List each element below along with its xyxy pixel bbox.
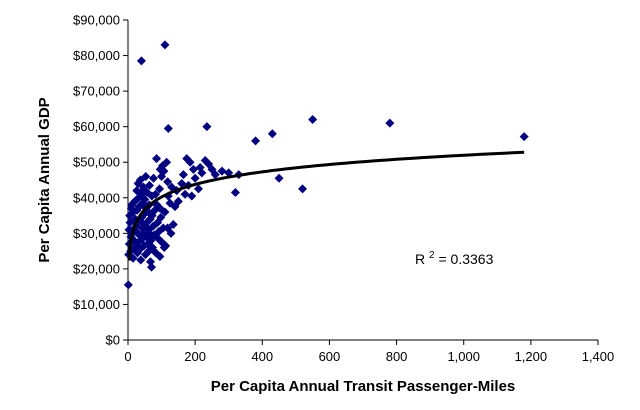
- data-point: [147, 262, 156, 272]
- y-tick-label: $50,000: [73, 155, 120, 170]
- data-point: [202, 122, 212, 132]
- data-point: [173, 196, 183, 206]
- data-point: [162, 157, 172, 167]
- data-point: [197, 168, 207, 178]
- data-point: [224, 168, 234, 178]
- x-tick-label: 400: [251, 349, 273, 364]
- data-point: [159, 243, 169, 253]
- x-axis-title: Per Capita Annual Transit Passenger-Mile…: [211, 378, 516, 395]
- x-tick-label: 200: [184, 349, 206, 364]
- data-point: [180, 189, 190, 199]
- data-point: [136, 255, 146, 265]
- data-point: [156, 212, 166, 222]
- data-point: [185, 157, 195, 167]
- x-tick-label: 1,200: [515, 349, 548, 364]
- trendline: [127, 150, 525, 261]
- y-tick-label: $60,000: [73, 119, 120, 134]
- data-point: [136, 56, 146, 66]
- data-point: [188, 164, 198, 174]
- x-axis-ticks: 0 200 400 600 800 1,000 1,200 1,400: [124, 340, 614, 364]
- data-point: [230, 187, 240, 197]
- data-point: [155, 184, 165, 194]
- data-point: [210, 170, 220, 180]
- y-tick-label: $70,000: [73, 84, 120, 99]
- data-point: [190, 173, 200, 183]
- plot-area: $0 $10,000 $20,000 $30,000 $40,000 $50,000 $60…: [73, 13, 614, 365]
- data-point: [267, 129, 277, 139]
- y-tick-label: $30,000: [73, 226, 120, 241]
- x-tick-label: 1,400: [582, 349, 615, 364]
- data-point: [155, 251, 165, 261]
- r-squared-value: = 0.3363: [438, 251, 493, 267]
- data-point: [138, 186, 148, 196]
- data-point: [385, 118, 395, 128]
- data-point: [168, 219, 178, 229]
- x-tick-label: 800: [386, 349, 408, 364]
- data-point: [152, 154, 162, 164]
- data-points: [123, 40, 529, 290]
- y-tick-label: $90,000: [73, 13, 120, 28]
- y-tick-label: $0: [106, 333, 120, 348]
- data-point: [298, 184, 308, 194]
- y-tick-label: $80,000: [73, 48, 120, 63]
- r-squared-annotation: R 2 = 0.3363: [415, 245, 494, 267]
- data-point: [163, 123, 173, 133]
- data-point: [187, 191, 197, 201]
- data-point: [519, 132, 529, 142]
- data-point: [140, 195, 150, 205]
- data-point: [178, 170, 188, 180]
- r-squared-superscript: 2: [429, 250, 435, 261]
- x-tick-label: 600: [319, 349, 341, 364]
- data-point: [155, 164, 165, 174]
- data-point: [160, 207, 170, 217]
- y-tick-label: $20,000: [73, 261, 120, 276]
- data-point: [177, 179, 187, 189]
- data-point: [163, 177, 173, 187]
- data-point: [160, 40, 170, 50]
- r-squared-label: R: [415, 251, 425, 267]
- data-point: [141, 171, 151, 181]
- data-point: [151, 189, 161, 199]
- y-axis-ticks: $0 $10,000 $20,000 $30,000 $40,000 $50,000 $60…: [73, 13, 128, 348]
- data-point: [149, 173, 159, 183]
- data-point: [251, 136, 261, 146]
- data-point: [123, 280, 133, 290]
- data-point: [308, 115, 318, 125]
- x-tick-label: 1,000: [447, 349, 480, 364]
- data-point: [144, 180, 154, 190]
- x-tick-label: 0: [124, 349, 131, 364]
- data-point: [274, 173, 284, 183]
- y-tick-label: $10,000: [73, 297, 120, 312]
- data-point: [194, 184, 203, 194]
- data-point: [217, 166, 227, 176]
- y-axis-title: Per Capita Annual GDP: [36, 97, 53, 262]
- data-point: [163, 223, 173, 233]
- y-tick-label: $40,000: [73, 190, 120, 205]
